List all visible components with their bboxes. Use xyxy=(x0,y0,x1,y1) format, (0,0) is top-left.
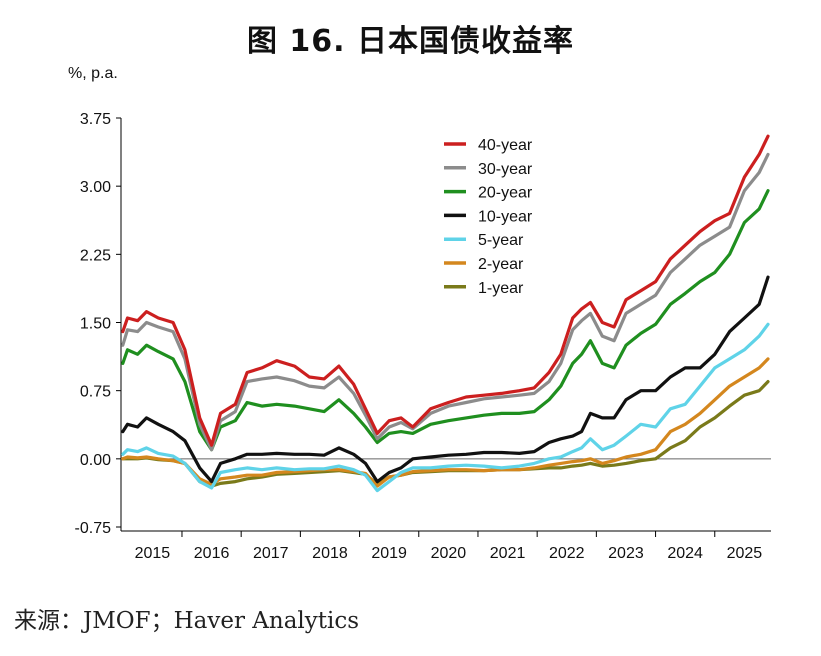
series-line-2y xyxy=(121,357,770,488)
series-line-5y xyxy=(121,322,770,493)
series-lines xyxy=(121,134,770,493)
chart-title: 图 16. 日本国债收益率 xyxy=(246,24,575,59)
legend-label-10y: 10-year xyxy=(478,208,533,225)
y-tick-label: 2.25 xyxy=(80,247,111,264)
y-tick-label: 3.75 xyxy=(80,111,111,128)
legend-label-40y: 40-year xyxy=(478,137,533,154)
legend-label-30y: 30-year xyxy=(478,161,533,178)
x-tick-label: 2022 xyxy=(549,545,585,562)
series-line-40y xyxy=(121,134,770,447)
legend-label-20y: 20-year xyxy=(478,185,533,202)
x-tick-label: 2024 xyxy=(667,545,703,562)
x-tick-label: 2016 xyxy=(194,545,230,562)
x-tick-label: 2020 xyxy=(431,545,467,562)
x-tick-label: 2017 xyxy=(253,545,289,562)
y-tick-label: -0.75 xyxy=(75,520,112,537)
x-tick-label: 2023 xyxy=(608,545,644,562)
unit-label: %, p.a. xyxy=(68,65,118,82)
x-tick-label: 2015 xyxy=(135,545,171,562)
x-tick-label: 2019 xyxy=(371,545,407,562)
legend-label-5y: 5-year xyxy=(478,232,524,249)
x-tick-label: 2021 xyxy=(490,545,526,562)
y-tick-label: 1.50 xyxy=(80,316,111,333)
series-line-10y xyxy=(121,275,770,484)
legend: 40-year 30-year 20-year 10-year 5-year 2-year… xyxy=(444,137,533,297)
y-tick-label: 0.75 xyxy=(80,384,111,401)
y-tick-label: 0.00 xyxy=(80,452,111,469)
series-line-20y xyxy=(121,189,770,452)
legend-label-1y: 1-year xyxy=(478,280,524,297)
legend-label-2y: 2-year xyxy=(478,256,524,273)
x-tick-label: 2025 xyxy=(727,545,763,562)
line-chart: %, p.a. 3.75 3.00 2.25 1.50 0.75 0.00 -0.75 201… xyxy=(68,65,771,562)
source-note: 来源：JMOF；Haver Analytics xyxy=(14,608,360,634)
series-line-30y xyxy=(121,152,770,452)
x-tick-label: 2018 xyxy=(312,545,348,562)
axes: 3.75 3.00 2.25 1.50 0.75 0.00 -0.75 2015 2016 201… xyxy=(75,111,771,562)
y-tick-label: 3.00 xyxy=(80,179,111,196)
